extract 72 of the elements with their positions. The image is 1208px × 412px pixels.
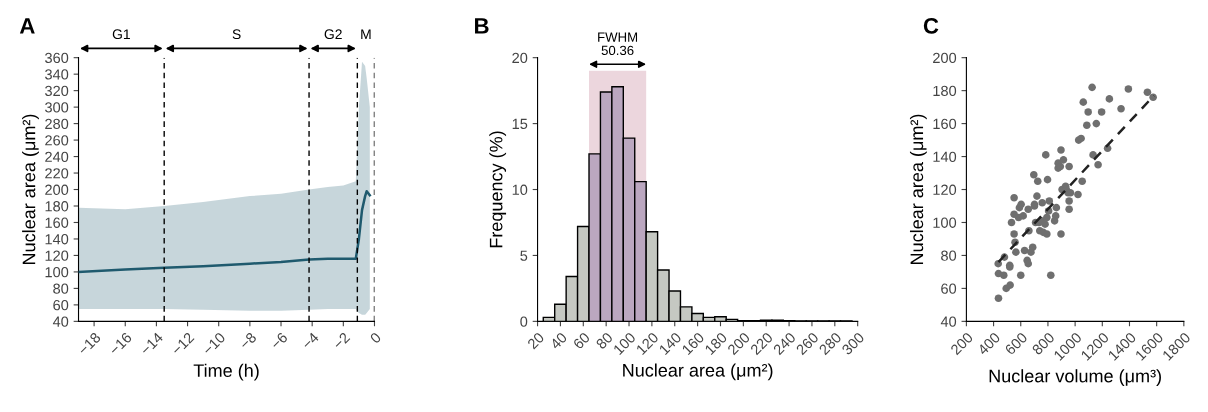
x-tick-label: 40 xyxy=(549,331,568,350)
x-tick-label: 80 xyxy=(595,331,614,350)
y-axis-title: Frequency (%) xyxy=(489,131,507,248)
y-tick-label: 40 xyxy=(52,316,69,327)
y-tick-label: 260 xyxy=(45,135,69,146)
x-tick-label: 280 xyxy=(818,331,842,356)
y-axis-title: Nuclear area (μm²) xyxy=(22,114,39,264)
x-tick-label: 300 xyxy=(841,331,865,356)
y-tick-label: 100 xyxy=(45,267,69,278)
x-tick-label: 180 xyxy=(704,331,728,356)
x-tick-label: −10 xyxy=(202,331,226,356)
y-tick-label: 5 xyxy=(520,250,528,261)
y-tick-label: 60 xyxy=(941,283,957,294)
x-tick-label: −2 xyxy=(332,331,351,350)
y-tick-label: 300 xyxy=(45,102,69,113)
y-tick-label: 140 xyxy=(45,234,69,245)
x-tick-label: 600 xyxy=(1004,331,1028,356)
x-tick-label: 220 xyxy=(749,331,774,356)
text: S xyxy=(232,29,241,40)
text: FWHM 50.36 xyxy=(598,32,638,56)
y-tick-label: 200 xyxy=(45,184,69,195)
x-tick-label: 140 xyxy=(658,331,682,356)
y-tick-label: 100 xyxy=(933,217,957,228)
x-tick-label: −4 xyxy=(301,331,320,350)
x-tick-label: 100 xyxy=(612,331,637,356)
y-tick-label: 160 xyxy=(45,217,69,228)
y-tick-label: 10 xyxy=(512,184,528,195)
y-tick-label: 340 xyxy=(45,69,69,80)
y-tick-label: 240 xyxy=(45,151,69,162)
text: G1 xyxy=(112,29,130,40)
chart-title: A xyxy=(19,18,35,34)
y-tick-label: 15 xyxy=(512,118,528,130)
y-tick-label: 120 xyxy=(45,250,69,261)
text: G2 xyxy=(324,29,342,40)
x-tick-label: 120 xyxy=(635,331,660,356)
y-tick-label: 0 xyxy=(520,316,528,327)
x-tick-label: −14 xyxy=(139,331,164,356)
x-tick-label: −6 xyxy=(270,331,289,350)
chart-title: B xyxy=(475,18,489,34)
y-tick-label: 160 xyxy=(933,118,957,130)
x-tick-label: −8 xyxy=(238,331,257,350)
y-tick-label: 280 xyxy=(45,118,69,130)
text: M xyxy=(361,29,371,39)
y-tick-label: 20 xyxy=(512,52,528,64)
y-tick-label: 80 xyxy=(941,250,957,261)
x-tick-label: −16 xyxy=(108,331,133,356)
x-tick-label: 800 xyxy=(1031,331,1056,356)
y-tick-label: 220 xyxy=(45,168,69,179)
x-axis-title: Nuclear area (μm²) xyxy=(623,363,773,381)
x-tick-label: 260 xyxy=(795,331,820,356)
x-axis-title: Time (h) xyxy=(193,363,259,381)
y-tick-label: 80 xyxy=(53,283,69,294)
y-tick-label: 320 xyxy=(45,85,69,97)
y-tick-label: 40 xyxy=(940,316,957,327)
x-tick-label: 0 xyxy=(369,331,382,344)
y-tick-label: 180 xyxy=(933,85,957,97)
x-tick-label: 160 xyxy=(681,331,705,356)
x-tick-label: 400 xyxy=(976,331,1001,356)
x-tick-label: 60 xyxy=(572,331,591,350)
y-tick-label: 60 xyxy=(53,299,69,311)
x-tick-label: −12 xyxy=(170,331,195,356)
x-tick-label: 240 xyxy=(772,331,797,356)
y-tick-label: 360 xyxy=(45,52,69,64)
y-tick-label: 200 xyxy=(933,52,957,64)
x-axis-title: Nuclear volume (μm³) xyxy=(989,369,1161,387)
x-tick-label: 200 xyxy=(726,331,751,356)
y-axis-title: Nuclear area (μm²) xyxy=(909,114,927,264)
y-tick-label: 120 xyxy=(933,184,957,195)
y-tick-label: 180 xyxy=(45,201,69,212)
x-tick-label: −18 xyxy=(77,331,102,356)
y-tick-label: 140 xyxy=(933,151,957,162)
chart-title: C xyxy=(923,18,939,34)
